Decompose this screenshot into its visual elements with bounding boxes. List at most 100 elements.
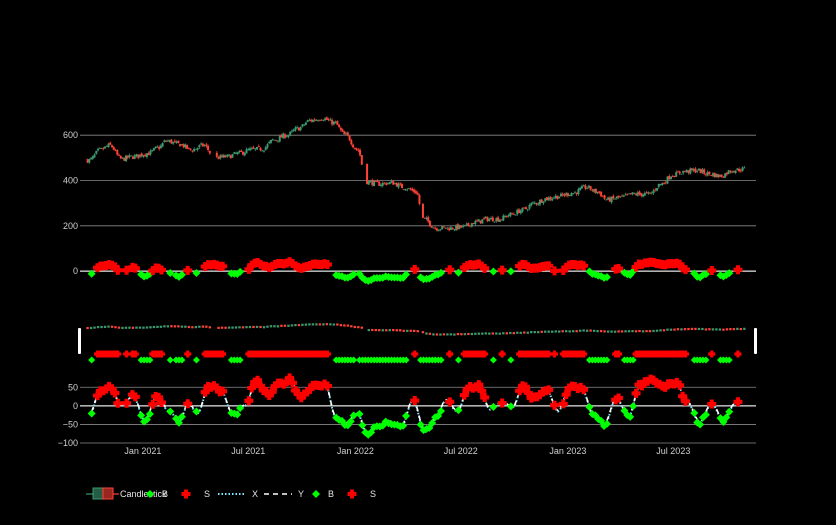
osc-sell-marker (515, 386, 525, 396)
candle-body (704, 174, 707, 176)
osc-y-tick-label: −100 (58, 438, 78, 448)
overview-sell-marker (708, 350, 716, 358)
candle-body (256, 146, 259, 150)
candle-body (112, 147, 115, 150)
osc-buy-marker (174, 418, 183, 427)
candle-body (491, 217, 494, 222)
overview-sell-marker (682, 350, 690, 358)
candle-body (434, 227, 437, 229)
candle-body (465, 223, 468, 225)
osc-sell-marker (264, 390, 274, 400)
candle-body (170, 139, 173, 144)
candle-body (554, 195, 557, 198)
range-slider-left-handle[interactable] (78, 328, 81, 354)
buy-marker (454, 268, 463, 277)
candle-body (427, 217, 430, 222)
candle-body (697, 168, 700, 171)
osc-buy-marker (626, 412, 635, 421)
osc-sell-marker (707, 399, 717, 409)
osc-sell-marker (561, 390, 571, 400)
overview-candle (86, 326, 89, 330)
overview-candle (156, 325, 159, 328)
candle-body (90, 158, 93, 160)
osc-sell-marker (293, 389, 303, 399)
candle-body (446, 227, 449, 229)
candle-body (477, 219, 480, 222)
legend-item[interactable]: B (312, 489, 334, 499)
candle-body (551, 198, 554, 201)
overview-candle (467, 332, 470, 336)
candle-body (126, 155, 129, 158)
overview-candle (259, 325, 262, 329)
candle-body (240, 150, 243, 152)
legend-item[interactable]: S (347, 489, 377, 499)
range-slider-right-handle[interactable] (754, 328, 757, 354)
candle-body (140, 153, 143, 157)
candle-body (196, 147, 199, 150)
candle-body (629, 193, 632, 195)
overview-candle (477, 332, 481, 335)
overview-candle (416, 330, 419, 333)
overview-candle (729, 328, 732, 331)
candle-body (229, 155, 232, 159)
candle-body (119, 155, 122, 159)
oscillator-panel: 50 0 −50 −100 (58, 373, 756, 448)
candle-body (359, 149, 362, 156)
overview-buy-marker (437, 356, 445, 364)
candle-body (275, 140, 278, 141)
osc-sell-marker (157, 398, 167, 408)
candle-body (194, 148, 197, 150)
osc-buy-marker (192, 407, 201, 416)
candle-body (416, 192, 419, 195)
osc-sell-marker (544, 385, 554, 395)
range-slider-overview[interactable] (78, 323, 757, 364)
candle-body (432, 227, 435, 229)
candle-body (343, 131, 346, 135)
x-axis: Jan 2021 Jul 2021 Jan 2022 Jul 2022 Jan 2023… (124, 446, 690, 456)
overview-candle (325, 323, 329, 326)
overview-buy-marker (489, 356, 497, 364)
overview-candle (557, 330, 561, 333)
price-panel: 0 200 400 600 (63, 116, 756, 285)
candle-body (179, 143, 182, 147)
overview-candle (544, 330, 547, 333)
candle-body (409, 188, 412, 190)
overview-candle (498, 332, 502, 335)
candle-body (292, 129, 295, 132)
legend-label: S (370, 489, 376, 499)
candle-body (437, 229, 440, 232)
overview-candle (708, 328, 711, 331)
candle-body (91, 156, 94, 159)
candle-body (676, 171, 679, 173)
osc-sell-marker (127, 390, 137, 400)
overview-candle (392, 328, 395, 332)
overview-candle (180, 325, 184, 328)
legend-item[interactable]: Y (264, 489, 304, 499)
legend-candle-icon (92, 487, 104, 500)
candle-body (694, 168, 697, 173)
legend-item[interactable]: B (146, 489, 168, 499)
legend-item[interactable]: S (181, 489, 211, 499)
candle-body (95, 150, 98, 154)
candle-body (128, 155, 131, 157)
osc-buy-marker (402, 411, 411, 420)
legend-item[interactable]: X (218, 489, 258, 499)
overview-candle (568, 330, 571, 333)
overview-candle (170, 325, 173, 328)
overview-candle (606, 330, 610, 333)
legend-item[interactable]: Candlestick (86, 487, 167, 500)
candle-body (348, 135, 351, 141)
candle-body (614, 198, 617, 200)
overview-candle (690, 327, 694, 331)
candle-body (456, 224, 459, 230)
candle-body (313, 119, 316, 121)
overview-sell-marker (545, 350, 553, 358)
candle-body (374, 180, 377, 182)
buy-marker (177, 270, 186, 279)
candle-body (147, 152, 150, 156)
candle-body (441, 226, 444, 230)
osc-sell-marker (270, 381, 280, 391)
candle-body (278, 136, 281, 142)
osc-sell-marker (261, 386, 271, 396)
